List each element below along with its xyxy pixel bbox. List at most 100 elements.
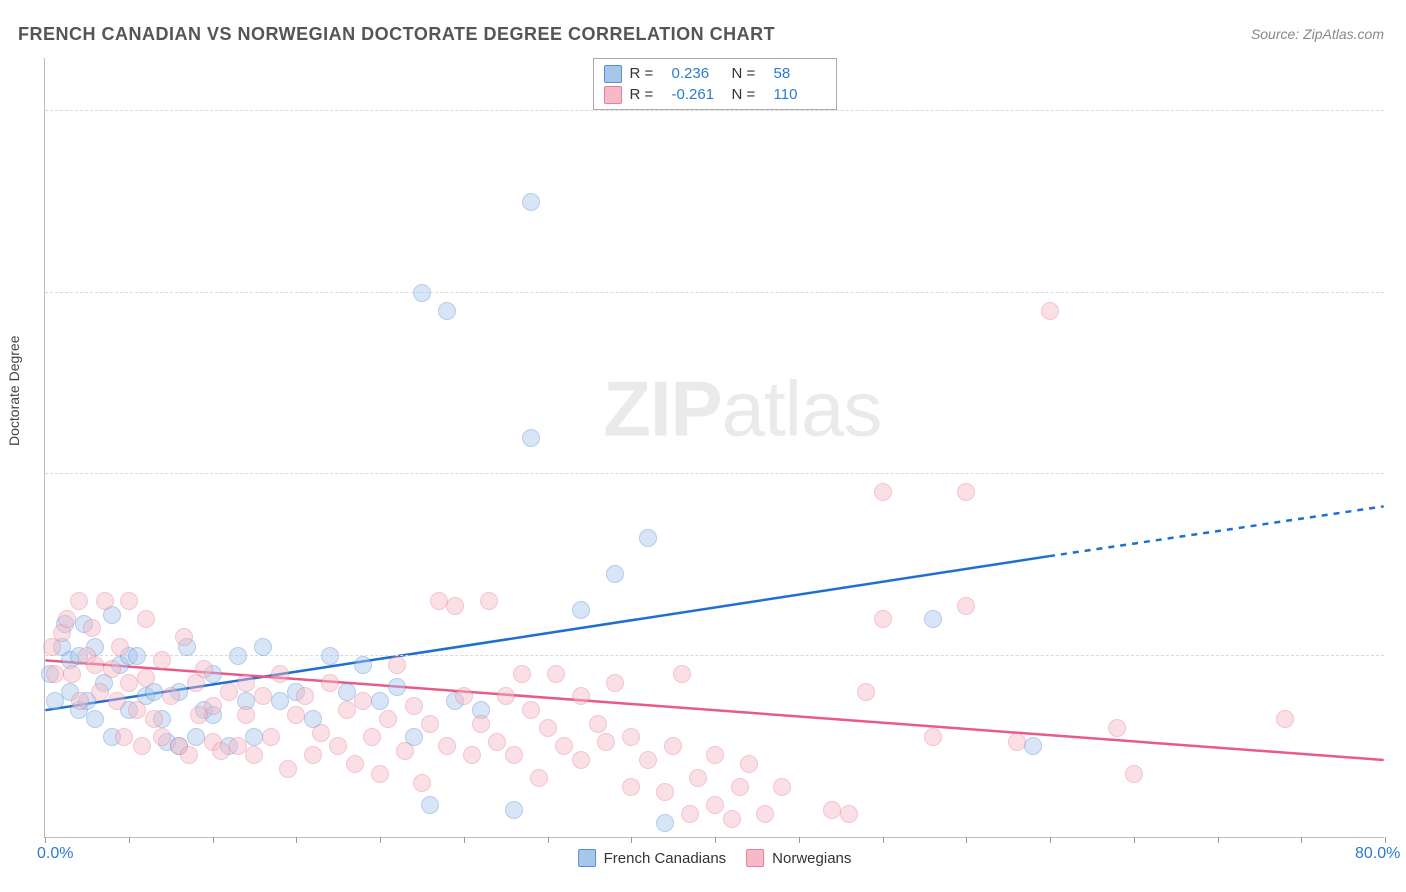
data-point [1125, 765, 1143, 783]
data-point [597, 733, 615, 751]
data-point [388, 678, 406, 696]
data-point [430, 592, 448, 610]
data-point [622, 778, 640, 796]
data-point [229, 737, 247, 755]
data-point [413, 774, 431, 792]
data-point [304, 746, 322, 764]
data-point [656, 814, 674, 832]
x-minor-tick [1385, 837, 1386, 843]
data-point [1008, 733, 1026, 751]
legend-item-label: Norwegians [772, 850, 851, 867]
data-point [421, 715, 439, 733]
data-point [840, 805, 858, 823]
legend-r-value: -0.261 [672, 84, 724, 105]
data-point [622, 728, 640, 746]
data-point [83, 619, 101, 637]
data-point [354, 656, 372, 674]
data-point [513, 665, 531, 683]
chart-container: FRENCH CANADIAN VS NORWEGIAN DOCTORATE D… [0, 0, 1406, 892]
data-point [606, 565, 624, 583]
x-minor-tick [1050, 837, 1051, 843]
x-minor-tick [966, 837, 967, 843]
data-point [245, 728, 263, 746]
trend-line-dashed [1049, 506, 1384, 556]
data-point [438, 302, 456, 320]
data-point [413, 284, 431, 302]
data-point [405, 697, 423, 715]
data-point [321, 674, 339, 692]
x-minor-tick [213, 837, 214, 843]
x-minor-tick [548, 837, 549, 843]
legend-swatch [604, 86, 622, 104]
data-point [388, 656, 406, 674]
data-point [137, 610, 155, 628]
data-point [1108, 719, 1126, 737]
data-point [1024, 737, 1042, 755]
data-point [137, 669, 155, 687]
data-point [220, 683, 238, 701]
legend-n-label: N = [732, 63, 766, 84]
data-point [111, 638, 129, 656]
data-point [957, 597, 975, 615]
data-point [480, 592, 498, 610]
data-point [455, 687, 473, 705]
data-point [212, 742, 230, 760]
data-point [681, 805, 699, 823]
data-point [1041, 302, 1059, 320]
data-point [321, 647, 339, 665]
data-point [175, 628, 193, 646]
data-point [522, 193, 540, 211]
legend-swatch [746, 849, 764, 867]
data-point [296, 687, 314, 705]
x-minor-tick [631, 837, 632, 843]
data-point [254, 638, 272, 656]
data-point [108, 692, 126, 710]
legend-item: French Canadians [578, 849, 727, 867]
data-point [128, 647, 146, 665]
plot-area: ZIPatlas R =0.236N =58R =-0.261N =110 Fr… [44, 58, 1384, 838]
data-point [379, 710, 397, 728]
data-point [262, 728, 280, 746]
data-point [664, 737, 682, 755]
data-point [195, 660, 213, 678]
data-point [153, 728, 171, 746]
data-point [857, 683, 875, 701]
data-point [371, 692, 389, 710]
data-point [689, 769, 707, 787]
data-point [86, 710, 104, 728]
data-point [572, 751, 590, 769]
data-point [371, 765, 389, 783]
data-point [589, 715, 607, 733]
data-point [329, 737, 347, 755]
data-point [497, 687, 515, 705]
data-point [245, 746, 263, 764]
data-point [254, 687, 272, 705]
y-axis-label: Doctorate Degree [6, 335, 22, 446]
data-point [723, 810, 741, 828]
legend-n-label: N = [732, 84, 766, 105]
data-point [924, 728, 942, 746]
data-point [1276, 710, 1294, 728]
data-point [706, 796, 724, 814]
x-tick-label: 80.0% [1355, 845, 1400, 863]
data-point [823, 801, 841, 819]
data-point [656, 783, 674, 801]
data-point [438, 737, 456, 755]
x-minor-tick [1134, 837, 1135, 843]
legend-row: R =0.236N =58 [604, 63, 826, 84]
data-point [555, 737, 573, 755]
x-minor-tick [883, 837, 884, 843]
data-point [572, 687, 590, 705]
x-minor-tick [464, 837, 465, 843]
x-minor-tick [296, 837, 297, 843]
data-point [547, 665, 565, 683]
data-point [522, 701, 540, 719]
data-point [128, 701, 146, 719]
data-point [505, 746, 523, 764]
legend-series: French Canadians Norwegians [578, 849, 852, 867]
data-point [153, 651, 171, 669]
data-point [706, 746, 724, 764]
data-point [874, 610, 892, 628]
data-point [271, 665, 289, 683]
data-point [530, 769, 548, 787]
